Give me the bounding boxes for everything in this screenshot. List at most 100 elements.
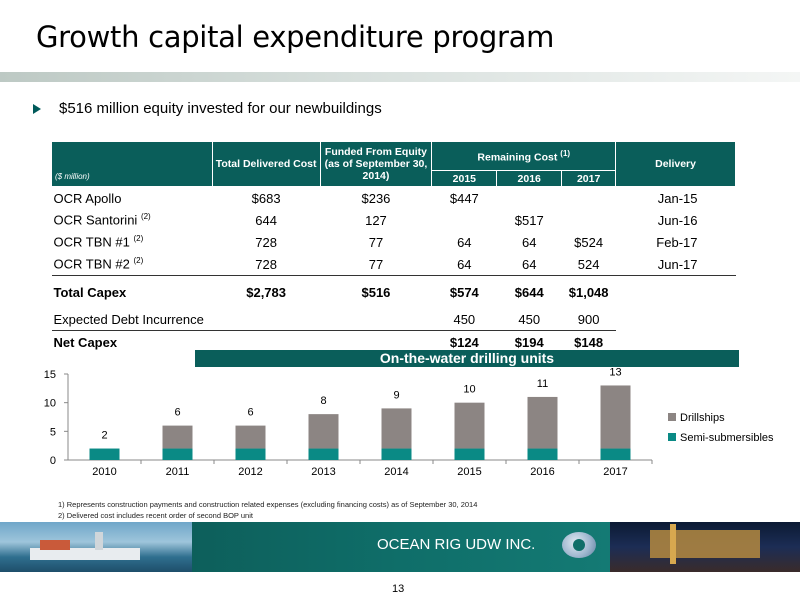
total-capex-2015: $574 [431, 275, 497, 308]
bar-total-label: 11 [537, 378, 548, 390]
cost-2017-cell: 524 [577, 256, 600, 272]
total-cost-cell: 728 [255, 256, 277, 272]
cost-2015-cell: 64 [457, 256, 472, 272]
bar-semi-submersibles [235, 448, 266, 460]
x-tick-label: 2012 [238, 466, 262, 478]
footnotes: 1) Represents construction payments and … [58, 499, 477, 521]
rig-photo [610, 522, 800, 572]
footnote-2: 2) Delivered cost includes recent order … [58, 511, 253, 520]
footnote-ref: (2) [133, 234, 144, 244]
bar-drillships [235, 425, 266, 449]
bar-drillships [600, 385, 631, 449]
ship-derrick-shape [95, 532, 103, 550]
cost-2016-cell: $517 [514, 212, 544, 228]
header-year-2016: 2016 [496, 170, 563, 187]
cost-2017-cell [562, 209, 616, 231]
drilling-units-chart: 0 5 10 15 2 2010 6 2011 6 2012 8 2013 9 2014 10 2015 11 2… [44, 366, 774, 478]
header-delivery: Delivery [615, 141, 736, 187]
total-cost-cell: 644 [255, 212, 277, 228]
x-tick-label: 2015 [457, 466, 481, 478]
bar-drillships [162, 425, 193, 449]
bar-semi-submersibles [454, 448, 485, 460]
total-capex-row: Total Capex $2,783 $516 $574 $644 $1,048 [51, 275, 736, 308]
net-capex-row: Net Capex $124 $194 $148 [52, 331, 736, 354]
bar-total-label: 6 [247, 407, 253, 419]
page-number: 13 [392, 583, 405, 595]
net-capex-2017: $148 [574, 334, 604, 350]
x-tick-label: 2013 [311, 466, 335, 478]
bar-drillships [381, 408, 412, 449]
x-tick-label: 2011 [166, 466, 190, 478]
table-row: OCR TBN #1 (2) 728 77 64 64 $524 Feb-17 [52, 231, 736, 253]
cost-2016-cell: 64 [521, 234, 537, 250]
y-tick-label: 15 [44, 369, 56, 381]
header-funded-equity: Funded From Equity (as of September 30, … [319, 141, 433, 187]
header-year-2017: 2017 [561, 170, 617, 187]
bar-semi-submersibles [308, 448, 339, 460]
bullet-point: $516 million equity invested for our new… [33, 100, 382, 117]
total-capex-total: $2,783 [212, 275, 321, 308]
header-total-delivered: Total Delivered Cost [211, 141, 321, 187]
x-tick-label: 2010 [92, 466, 116, 478]
table-row: OCR TBN #2 (2) 728 77 64 64 524 Jun-17 [52, 253, 736, 276]
funded-cell: $236 [361, 190, 391, 206]
footnote-1: 1) Represents construction payments and … [58, 500, 478, 509]
cost-2015-cell: 64 [457, 234, 472, 250]
bar-semi-submersibles [89, 448, 120, 460]
delivery-cell: Jun-16 [657, 212, 698, 228]
delivery-cell: Jun-17 [657, 256, 698, 272]
bar-total-label: 10 [463, 384, 475, 396]
company-logo-icon [562, 532, 596, 558]
legend-swatch [668, 433, 676, 441]
table-row: OCR Santorini (2) 644 127 $517 Jun-16 [52, 209, 736, 231]
legend-swatch [668, 413, 676, 421]
cost-2017-cell [562, 187, 616, 210]
bar-total-label: 8 [320, 395, 326, 407]
footer-banner: OCEAN RIG UDW INC. [0, 522, 800, 572]
unit-label: ($ million) [51, 141, 213, 187]
cost-2015-cell [432, 209, 497, 231]
net-capex-2016: $194 [514, 334, 544, 350]
total-cost-cell: $683 [251, 190, 281, 206]
total-capex-funded: $516 [320, 275, 432, 308]
bullet-arrow-icon [33, 103, 41, 114]
legend-label: Semi-submersibles [680, 432, 774, 444]
cost-2016-cell [497, 187, 562, 210]
title-divider-band [0, 72, 800, 82]
header-remaining-cost: Remaining Cost (1) [431, 141, 617, 171]
company-name: OCEAN RIG UDW INC. [377, 536, 536, 553]
total-capex-2016: $644 [496, 275, 562, 308]
cost-2017-cell: $524 [574, 234, 604, 250]
delivery-cell: Feb-17 [656, 234, 698, 250]
unit-name: OCR Apollo [53, 190, 122, 206]
bar-total-label: 2 [101, 430, 107, 442]
debt-2017: 900 [561, 308, 616, 331]
footnote-ref: (2) [133, 256, 144, 266]
bar-semi-submersibles [162, 448, 193, 460]
header-remaining-footnote: (1) [560, 149, 571, 159]
bar-semi-submersibles [527, 448, 558, 460]
ship-hull-shape [30, 548, 140, 560]
unit-name: OCR TBN #1 (2) [53, 234, 144, 250]
cost-2016-cell: 64 [521, 256, 537, 272]
legend-label: Drillships [680, 412, 725, 424]
net-capex-label: Net Capex [53, 334, 118, 350]
delivery-cell: Jan-15 [657, 190, 698, 206]
y-tick-label: 0 [50, 455, 56, 467]
page-title: Growth capital expenditure program [36, 20, 555, 54]
unit-name: OCR TBN #2 (2) [53, 256, 144, 272]
unit-name: OCR Santorini (2) [53, 212, 151, 228]
funded-cell: 77 [368, 234, 384, 250]
bullet-text: $516 million equity invested for our new… [59, 100, 382, 117]
y-tick-label: 5 [50, 426, 56, 438]
footnote-ref: (2) [140, 212, 151, 222]
x-tick-label: 2017 [603, 466, 627, 478]
funded-cell: 127 [365, 212, 387, 228]
total-cost-cell: 728 [255, 234, 277, 250]
header-remaining-label: Remaining Cost [477, 151, 558, 164]
debt-row: Expected Debt Incurrence 450 450 900 [51, 308, 736, 331]
company-band: OCEAN RIG UDW INC. [192, 522, 610, 572]
cost-2015-cell: $447 [449, 190, 479, 206]
bar-semi-submersibles [381, 448, 412, 460]
drillship-photo [0, 522, 192, 572]
